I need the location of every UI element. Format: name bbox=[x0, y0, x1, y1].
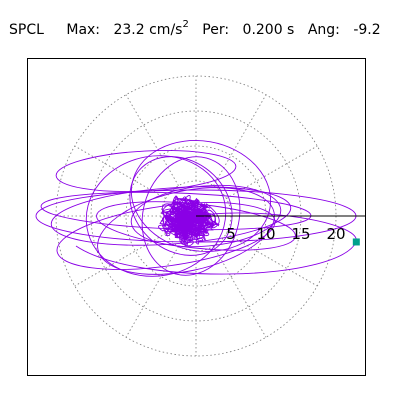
period-value: 0.200 s bbox=[242, 22, 295, 38]
grid-spoke bbox=[213, 94, 267, 186]
peak-marker bbox=[352, 238, 360, 246]
max-value: 23.2 cm/s bbox=[113, 22, 183, 38]
trace-loop bbox=[85, 155, 227, 277]
trace-loop bbox=[97, 187, 275, 275]
trace-loop bbox=[50, 186, 292, 246]
grid-spoke bbox=[226, 233, 318, 287]
tick-labels: 5 10 15 20 bbox=[226, 225, 345, 243]
trace-loop bbox=[130, 140, 272, 252]
trace-loop bbox=[55, 150, 237, 192]
max-label: Max: bbox=[66, 22, 101, 38]
radial-tick-label: 5 bbox=[226, 225, 236, 243]
grid-spoke bbox=[125, 246, 179, 338]
motion-trace bbox=[35, 140, 357, 277]
trace-core bbox=[158, 194, 220, 247]
angle-value: -9.2 bbox=[353, 22, 381, 38]
radial-tick-label: 15 bbox=[291, 225, 310, 243]
max-unit-exponent: 2 bbox=[182, 19, 189, 30]
angle-label: Ang: bbox=[307, 22, 340, 38]
trace-loop bbox=[56, 202, 276, 270]
radial-tick-label: 10 bbox=[256, 225, 275, 243]
trace-peak-excursion bbox=[75, 212, 357, 275]
plot-frame bbox=[27, 58, 366, 376]
station-code: SPCL bbox=[9, 22, 44, 38]
peak-marker-layer bbox=[352, 238, 360, 246]
grid-spoke bbox=[125, 94, 179, 186]
period-label: Per: bbox=[202, 22, 230, 38]
trace-loop bbox=[130, 184, 282, 248]
record-header: SPCL Max: 23.2 cm/s2 Per: 0.200 s Ang: -… bbox=[9, 19, 381, 40]
trace-loop bbox=[129, 156, 233, 256]
radial-tick-label: 20 bbox=[326, 225, 345, 243]
grid-spoke bbox=[74, 233, 166, 287]
grid-spoke bbox=[213, 246, 267, 338]
